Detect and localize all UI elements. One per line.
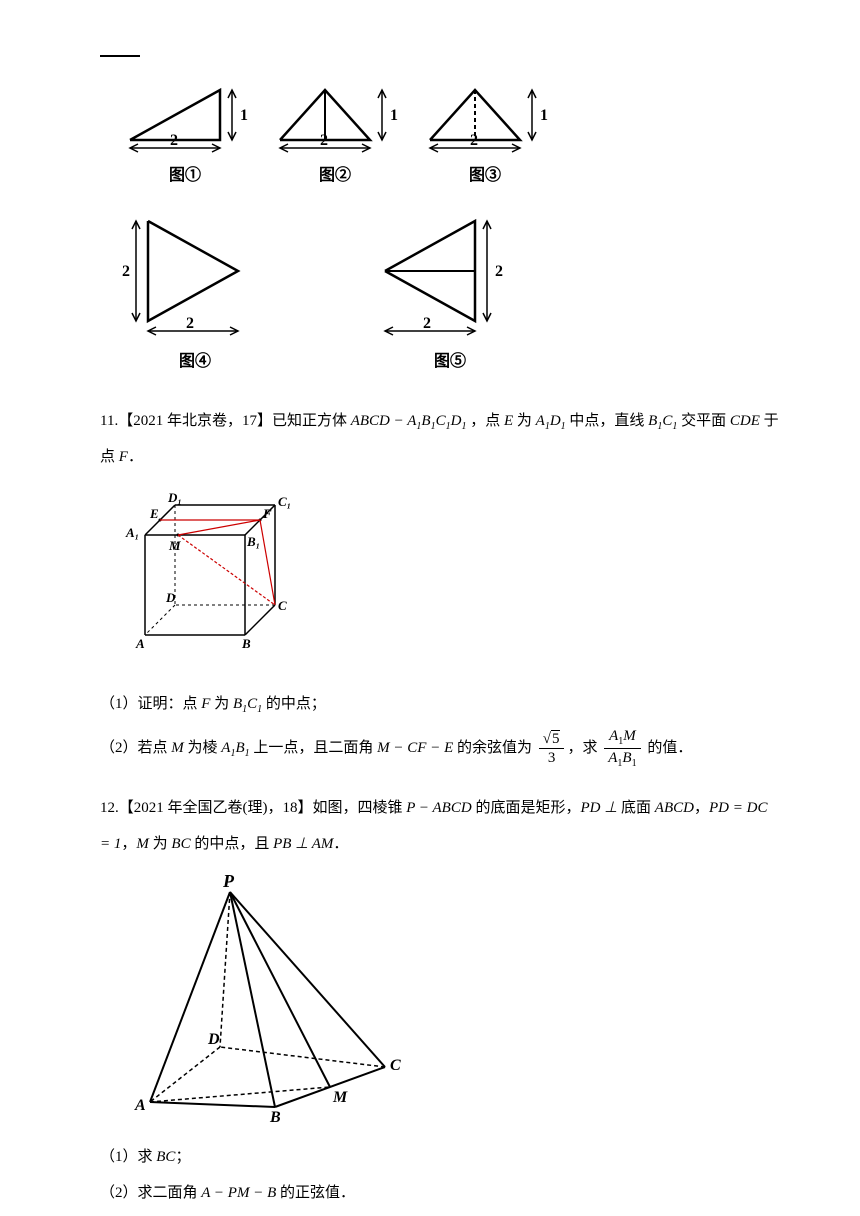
svg-text:B: B <box>269 1109 281 1122</box>
svg-text:1: 1 <box>240 107 248 124</box>
svg-text:2: 2 <box>170 132 178 149</box>
triangle-3-svg: 1 2 <box>420 80 550 155</box>
triangle-1-svg: 1 2 <box>120 80 250 155</box>
svg-text:P: P <box>222 872 235 891</box>
figure-1: 1 2 图① <box>120 80 250 191</box>
svg-text:2: 2 <box>470 132 478 149</box>
figure-3-label: 图③ <box>469 161 501 191</box>
svg-text:M: M <box>332 1089 348 1106</box>
header-underline <box>100 55 140 57</box>
svg-text:1: 1 <box>390 107 398 124</box>
problem-12: 12.【2021 年全国乙卷(理)，18】如图，四棱锥 P − ABCD 的底面… <box>100 790 780 862</box>
p11-plane: CDE <box>730 413 760 429</box>
svg-text:C: C <box>390 1057 401 1074</box>
figure-row-1: 1 2 图① 1 2 图② <box>120 80 780 191</box>
triangle-2-svg: 1 2 <box>270 80 400 155</box>
figure-3: 1 2 图③ <box>420 80 550 191</box>
svg-text:A: A <box>135 636 145 651</box>
p11-part1: （1）证明：点 F 为 B1C1 的中点； <box>100 690 780 719</box>
svg-text:2: 2 <box>320 132 328 149</box>
figure-row-2: 2 2 图④ 2 2 图⑤ <box>120 211 780 377</box>
triangle-4-svg: 2 2 <box>120 211 270 341</box>
p11-m2: 为 <box>513 413 536 429</box>
pyramid-svg: P A B C D M <box>120 872 420 1122</box>
p11-end: ． <box>128 449 143 465</box>
p11-m4: 交平面 <box>677 413 730 429</box>
cube-svg: D₁ C₁ A₁ B₁ E F M D C A B <box>120 490 310 665</box>
svg-text:2: 2 <box>122 263 130 280</box>
svg-text:D₁: D₁ <box>167 490 182 505</box>
figure-4: 2 2 图④ <box>120 211 270 377</box>
p12-part2: （2）求二面角 A − PM − B 的正弦值． <box>100 1179 780 1208</box>
figure-2: 1 2 图② <box>270 80 400 191</box>
svg-text:B: B <box>241 636 251 651</box>
svg-text:A: A <box>134 1097 146 1114</box>
svg-text:2: 2 <box>495 263 503 280</box>
p12-part1: （1）求 BC； <box>100 1143 780 1172</box>
p11-part2: （2）若点 M 为棱 A1B1 上一点，且二面角 M − CF − E 的余弦值… <box>100 727 780 770</box>
svg-text:2: 2 <box>186 315 194 332</box>
svg-text:A₁: A₁ <box>125 525 139 540</box>
figure-2-label: 图② <box>319 161 351 191</box>
p11-prefix: 11.【2021 年北京卷，17】已知正方体 <box>100 413 351 429</box>
svg-text:C: C <box>278 598 287 613</box>
svg-text:D: D <box>165 590 176 605</box>
figure-4-label: 图④ <box>179 347 211 377</box>
cube-figure: D₁ C₁ A₁ B₁ E F M D C A B <box>120 490 780 676</box>
p11-E: E <box>504 413 513 429</box>
svg-text:1: 1 <box>540 107 548 124</box>
svg-text:C₁: C₁ <box>278 494 291 509</box>
p11-F: F <box>119 449 128 465</box>
svg-text:F: F <box>262 506 272 521</box>
svg-text:2: 2 <box>423 315 431 332</box>
p11-m1: ，点 <box>466 413 504 429</box>
pyramid-figure: P A B C D M <box>120 872 780 1133</box>
problem-11: 11.【2021 年北京卷，17】已知正方体 ABCD − A1B1C1D1 ，… <box>100 403 780 475</box>
figure-1-label: 图① <box>169 161 201 191</box>
figure-5: 2 2 图⑤ <box>375 211 525 377</box>
svg-text:E: E <box>149 506 159 521</box>
triangle-5-svg: 2 2 <box>375 211 525 341</box>
svg-text:D: D <box>207 1031 220 1048</box>
p11-m3: 中点，直线 <box>566 413 649 429</box>
svg-text:B₁: B₁ <box>246 534 260 549</box>
svg-text:M: M <box>168 538 181 553</box>
figure-5-label: 图⑤ <box>434 347 466 377</box>
